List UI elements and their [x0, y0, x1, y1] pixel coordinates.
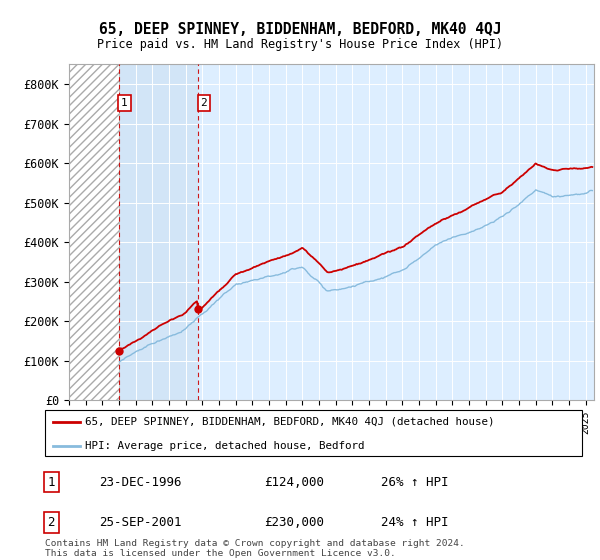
Text: 2: 2: [47, 516, 55, 529]
Text: 1: 1: [121, 98, 128, 108]
Text: HPI: Average price, detached house, Bedford: HPI: Average price, detached house, Bedf…: [85, 441, 365, 451]
Text: 2: 2: [200, 98, 207, 108]
Text: 26% ↑ HPI: 26% ↑ HPI: [381, 475, 449, 489]
Text: 65, DEEP SPINNEY, BIDDENHAM, BEDFORD, MK40 4QJ (detached house): 65, DEEP SPINNEY, BIDDENHAM, BEDFORD, MK…: [85, 417, 495, 427]
Text: Contains HM Land Registry data © Crown copyright and database right 2024.
This d: Contains HM Land Registry data © Crown c…: [45, 539, 465, 558]
Text: 24% ↑ HPI: 24% ↑ HPI: [381, 516, 449, 529]
Text: 25-SEP-2001: 25-SEP-2001: [99, 516, 182, 529]
Bar: [69, 64, 119, 400]
Text: 23-DEC-1996: 23-DEC-1996: [99, 475, 182, 489]
Text: £230,000: £230,000: [264, 516, 324, 529]
Text: 1: 1: [47, 475, 55, 489]
Text: Price paid vs. HM Land Registry's House Price Index (HPI): Price paid vs. HM Land Registry's House …: [97, 38, 503, 51]
FancyBboxPatch shape: [45, 410, 582, 456]
Text: £124,000: £124,000: [264, 475, 324, 489]
Bar: [69, 64, 119, 400]
Text: 65, DEEP SPINNEY, BIDDENHAM, BEDFORD, MK40 4QJ: 65, DEEP SPINNEY, BIDDENHAM, BEDFORD, MK…: [99, 22, 501, 38]
Bar: [119, 64, 198, 400]
